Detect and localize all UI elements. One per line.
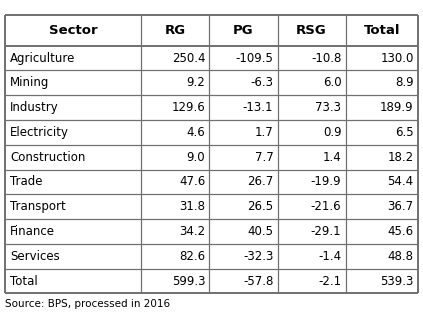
Text: 36.7: 36.7 <box>387 200 414 213</box>
Text: 8.9: 8.9 <box>395 76 414 89</box>
Text: Sector: Sector <box>49 24 98 37</box>
Text: Trade: Trade <box>10 175 43 188</box>
Text: Finance: Finance <box>10 225 55 238</box>
Text: 6.5: 6.5 <box>395 126 414 139</box>
Text: -29.1: -29.1 <box>311 225 341 238</box>
Text: -6.3: -6.3 <box>250 76 273 89</box>
Text: 47.6: 47.6 <box>179 175 205 188</box>
Text: 6.0: 6.0 <box>323 76 341 89</box>
Text: 45.6: 45.6 <box>387 225 414 238</box>
Text: PG: PG <box>233 24 254 37</box>
Text: 18.2: 18.2 <box>387 151 414 164</box>
Text: RSG: RSG <box>296 24 327 37</box>
Text: 250.4: 250.4 <box>172 52 205 65</box>
Text: -1.4: -1.4 <box>319 250 341 263</box>
Text: 34.2: 34.2 <box>179 225 205 238</box>
Text: -2.1: -2.1 <box>319 274 341 288</box>
Text: 9.2: 9.2 <box>187 76 205 89</box>
Text: -57.8: -57.8 <box>243 274 273 288</box>
Text: 130.0: 130.0 <box>380 52 414 65</box>
Text: -21.6: -21.6 <box>311 200 341 213</box>
Text: 31.8: 31.8 <box>179 200 205 213</box>
Text: 40.5: 40.5 <box>247 225 273 238</box>
Text: 26.5: 26.5 <box>247 200 273 213</box>
Text: 7.7: 7.7 <box>255 151 273 164</box>
Text: 48.8: 48.8 <box>388 250 414 263</box>
Text: Source: BPS, processed in 2016: Source: BPS, processed in 2016 <box>5 299 170 309</box>
Text: Total: Total <box>363 24 400 37</box>
Text: 54.4: 54.4 <box>387 175 414 188</box>
Text: Industry: Industry <box>10 101 59 114</box>
Text: 539.3: 539.3 <box>380 274 414 288</box>
Text: Electricity: Electricity <box>10 126 69 139</box>
Text: 189.9: 189.9 <box>380 101 414 114</box>
Text: 129.6: 129.6 <box>171 101 205 114</box>
Text: -10.8: -10.8 <box>311 52 341 65</box>
Text: RG: RG <box>165 24 186 37</box>
Text: Total: Total <box>10 274 38 288</box>
Text: Mining: Mining <box>10 76 49 89</box>
Text: 1.7: 1.7 <box>255 126 273 139</box>
Text: 0.9: 0.9 <box>323 126 341 139</box>
Text: 1.4: 1.4 <box>323 151 341 164</box>
Text: -19.9: -19.9 <box>311 175 341 188</box>
Text: 4.6: 4.6 <box>187 126 205 139</box>
Text: 9.0: 9.0 <box>187 151 205 164</box>
Text: -109.5: -109.5 <box>236 52 273 65</box>
Text: -32.3: -32.3 <box>243 250 273 263</box>
Text: 26.7: 26.7 <box>247 175 273 188</box>
Text: Services: Services <box>10 250 60 263</box>
Text: Construction: Construction <box>10 151 85 164</box>
Text: 82.6: 82.6 <box>179 250 205 263</box>
Text: Transport: Transport <box>10 200 66 213</box>
Text: -13.1: -13.1 <box>243 101 273 114</box>
Text: 73.3: 73.3 <box>316 101 341 114</box>
Text: Agriculture: Agriculture <box>10 52 76 65</box>
Text: 599.3: 599.3 <box>172 274 205 288</box>
